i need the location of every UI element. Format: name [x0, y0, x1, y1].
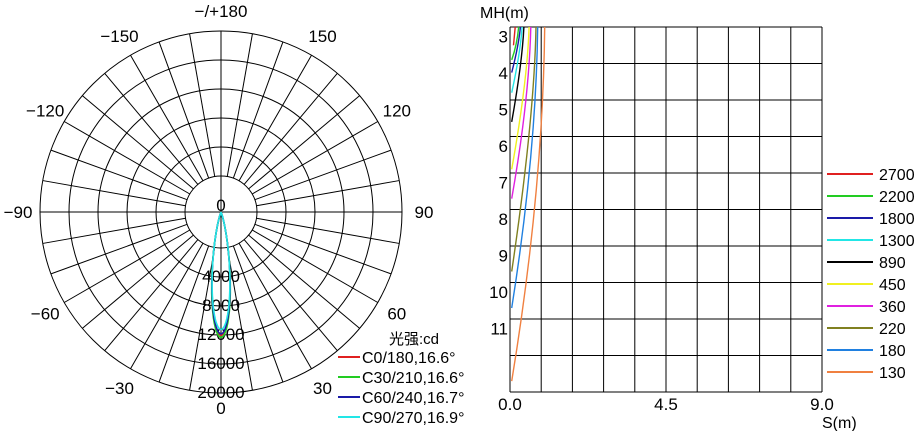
polar-angle-label: −30	[105, 379, 134, 398]
polar-spoke	[251, 121, 379, 195]
isolux-y-tick: 9	[499, 246, 508, 265]
isolux-y-tick: 6	[499, 137, 508, 156]
polar-spoke	[189, 33, 216, 177]
polar-spoke	[50, 149, 188, 201]
polar-spoke	[232, 245, 284, 383]
polar-curves	[210, 211, 232, 339]
isolux-x-tick: 0.0	[498, 395, 522, 414]
polar-angle-label: 60	[387, 305, 406, 324]
polar-spoke	[232, 41, 284, 179]
polar-angle-label: 0	[216, 399, 225, 418]
isolux-y-tick: 3	[499, 27, 508, 46]
polar-radial-label: 16000	[197, 354, 244, 373]
isolux-y-tick: 5	[499, 100, 508, 119]
isolux-y-tick: 11	[490, 319, 508, 338]
polar-radial-label: 8000	[202, 296, 240, 315]
polar-unit-label: 光强:cd	[389, 331, 439, 348]
polar-spoke	[254, 223, 392, 275]
polar-spoke	[104, 73, 199, 185]
polar-spoke	[251, 229, 379, 303]
polar-spoke	[130, 54, 204, 182]
isolux-legend-label: 890	[879, 255, 906, 272]
polar-legend-label: C0/180,16.6°	[362, 350, 456, 367]
isolux-curve	[511, 26, 537, 272]
polar-spoke	[248, 234, 360, 329]
polar-legend: C0/180,16.6° C30/210,16.6° C60/240,16.7° C9…	[338, 350, 464, 427]
isolux-legend-label: 2200	[879, 189, 915, 206]
x-axis-label: S(m)	[822, 415, 857, 431]
isolux-legend: 2700 2200 1800 1300 890 450 360 220 180 130	[827, 167, 915, 382]
isolux-y-tick: 7	[499, 173, 508, 192]
polar-spoke	[256, 180, 400, 207]
polar-series-curve	[211, 211, 231, 331]
isolux-legend-label: 180	[879, 343, 906, 360]
isolux-curve	[511, 26, 520, 61]
isolux-curve	[511, 26, 525, 123]
polar-intensity-chart: −/+180 −150 150 −120 120 −90 90 −60 60 −30 30 0 0 40…	[4, 2, 465, 427]
isolux-y-tick: 4	[499, 64, 508, 83]
polar-spoke	[226, 247, 253, 391]
polar-angle-label: −/+180	[195, 2, 248, 21]
polar-spoke	[243, 239, 338, 351]
polar-spoke	[189, 247, 216, 391]
isolux-y-tick: 10	[489, 283, 508, 302]
isolux-x-tick: 9.0	[810, 395, 834, 414]
isolux-curve	[511, 26, 530, 170]
y-axis-label: MH(m)	[480, 5, 529, 22]
polar-angle-label: 150	[308, 27, 336, 46]
polar-angle-label: 120	[383, 102, 411, 121]
isolux-curve	[511, 26, 522, 73]
polar-spoke	[42, 180, 186, 207]
polar-angle-label: −90	[4, 203, 33, 222]
isolux-curve	[511, 26, 523, 93]
polar-spoke	[82, 234, 194, 329]
isolux-curve	[511, 26, 539, 309]
isolux-y-tick: 8	[499, 210, 508, 229]
polar-angle-label: −60	[31, 305, 60, 324]
polar-angle-labels: −/+180 −150 150 −120 120 −90 90 −60 60 −30 30 0	[4, 2, 434, 418]
polar-spoke	[226, 33, 253, 177]
polar-spoke	[50, 223, 188, 275]
isolux-legend-label: 220	[879, 321, 906, 338]
polar-spoke	[63, 229, 191, 303]
isolux-curve	[511, 26, 532, 199]
isolux-curve	[511, 26, 546, 382]
polar-spoke	[158, 41, 210, 179]
polar-radial-label: 0	[216, 196, 225, 215]
isolux-legend-label: 130	[879, 365, 906, 382]
polar-spoke	[63, 121, 191, 195]
polar-angle-label: 30	[313, 379, 332, 398]
polar-spoke	[238, 54, 312, 182]
polar-spoke	[248, 95, 360, 190]
polar-angle-label: −150	[100, 27, 138, 46]
isolux-legend-label: 450	[879, 277, 906, 294]
polar-legend-label: C60/240,16.7°	[362, 390, 464, 407]
polar-spoke	[256, 217, 400, 244]
polar-radial-label: 20000	[197, 383, 244, 402]
isolux-legend-label: 1800	[879, 211, 915, 228]
polar-spoke	[42, 217, 186, 244]
polar-radial-label: 4000	[202, 267, 240, 286]
polar-spoke	[238, 242, 312, 370]
polar-angle-label: −120	[26, 102, 64, 121]
polar-spoke	[254, 149, 392, 201]
isolux-legend-label: 2700	[879, 167, 915, 184]
polar-spoke	[158, 245, 210, 383]
isolux-legend-label: 1300	[879, 233, 915, 250]
isolux-curve	[512, 26, 516, 46]
isolux-grid	[509, 26, 823, 393]
isolux-ticks: 3 4 5 6 7 8 9 10 11 0.0 4.5 9.0	[489, 27, 834, 414]
isolux-legend-label: 360	[879, 299, 906, 316]
polar-legend-label: C30/210,16.6°	[362, 370, 464, 387]
polar-spoke	[82, 95, 194, 190]
polar-spoke	[243, 73, 338, 185]
isolux-curves	[511, 26, 546, 382]
isolux-chart: MH(m) S(m) 3 4 5 6 7 8 9 10 11 0.0 4.5 9.0 2700 2200…	[480, 5, 915, 431]
isolux-x-tick: 4.5	[654, 395, 678, 414]
polar-spoke	[130, 242, 204, 370]
polar-legend-label: C90/270,16.9°	[362, 410, 464, 427]
polar-angle-label: 90	[415, 203, 434, 222]
polar-spoke	[104, 239, 199, 351]
